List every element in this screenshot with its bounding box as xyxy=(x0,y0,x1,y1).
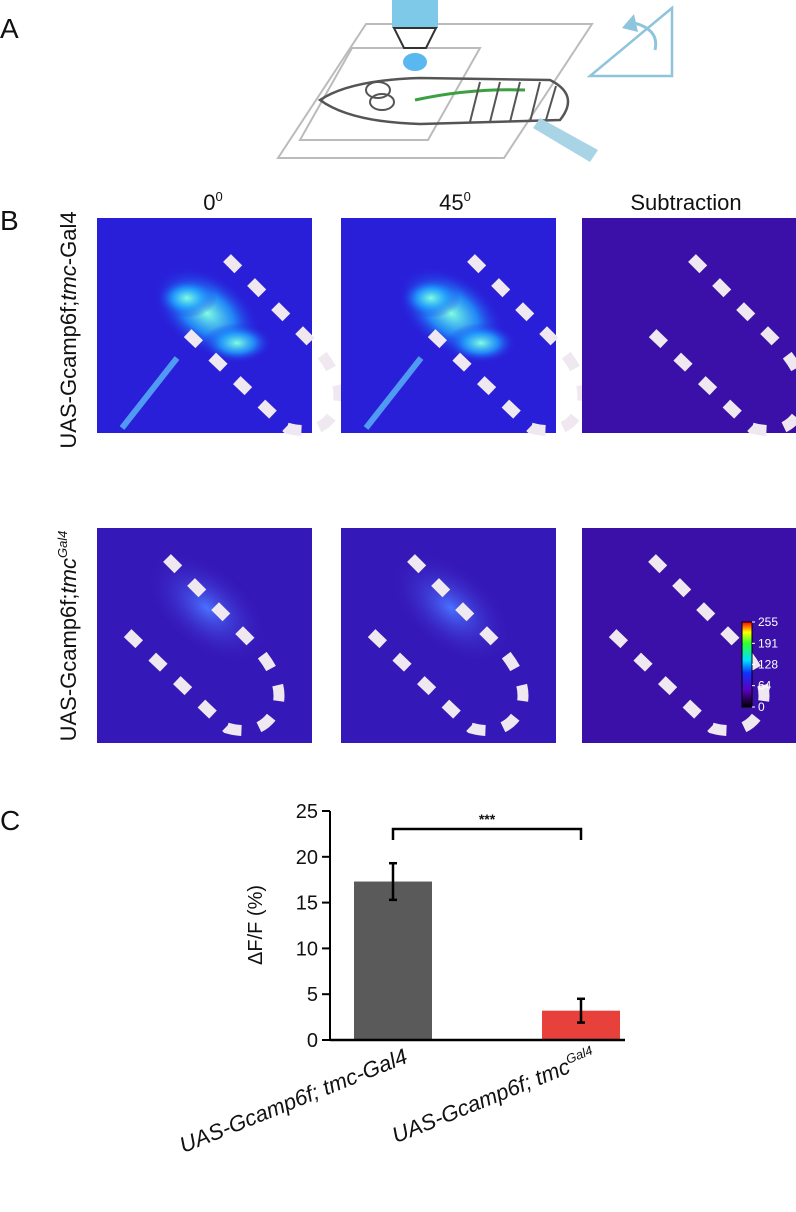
x-tick-label: UAS-Gcamp6f; tmcGal4 xyxy=(388,1043,599,1148)
image-tile xyxy=(341,528,556,743)
column-header: 450 xyxy=(439,189,471,215)
colorbar-tick-label: 128 xyxy=(758,657,778,671)
x-tick-label: UAS-Gcamp6f; tmc-Gal4 xyxy=(176,1043,411,1157)
column-header: Subtraction xyxy=(630,190,741,215)
panel-label: A xyxy=(0,13,19,44)
panel-label: C xyxy=(0,805,20,836)
y-tick-label: 15 xyxy=(296,893,318,915)
significance-bracket xyxy=(391,827,583,840)
colorbar-tick-label: 64 xyxy=(758,679,772,693)
y-tick-label: 25 xyxy=(296,801,318,823)
x-tick-label-text: UAS-Gcamp6f; tmc-Gal4 xyxy=(176,1043,411,1157)
image-tile xyxy=(582,528,796,743)
bar xyxy=(354,881,432,1040)
y-tick-label: 20 xyxy=(296,847,318,869)
colorbar xyxy=(741,621,753,708)
image-tile xyxy=(97,528,312,743)
y-axis-label: ΔF/F (%) xyxy=(245,885,267,965)
colorbar-tick-label: 191 xyxy=(758,636,778,650)
row-label: UAS-Gcamp6f;tmcGal4 xyxy=(55,531,81,742)
image-tile xyxy=(97,218,339,433)
column-header: 00 xyxy=(203,189,222,215)
image-tile xyxy=(341,218,583,433)
colorbar-tick-label: 0 xyxy=(758,700,765,714)
error-bar xyxy=(577,997,585,1024)
panel-label: B xyxy=(0,205,19,236)
colorbar-tick-label: 255 xyxy=(758,615,778,629)
y-tick-label: 0 xyxy=(307,1030,318,1052)
x-tick-label-text: UAS-Gcamp6f; tmc xyxy=(388,1054,573,1148)
significance: *** xyxy=(479,811,496,827)
row-label: UAS-Gcamp6f;tmc-Gal4 xyxy=(56,211,81,448)
error-bar xyxy=(389,861,397,902)
y-tick-label: 5 xyxy=(307,984,318,1006)
x-tick-label-sup: Gal4 xyxy=(564,1043,595,1067)
setup-schematic xyxy=(276,0,674,162)
image-tile xyxy=(582,218,796,433)
y-tick-label: 10 xyxy=(296,938,318,960)
